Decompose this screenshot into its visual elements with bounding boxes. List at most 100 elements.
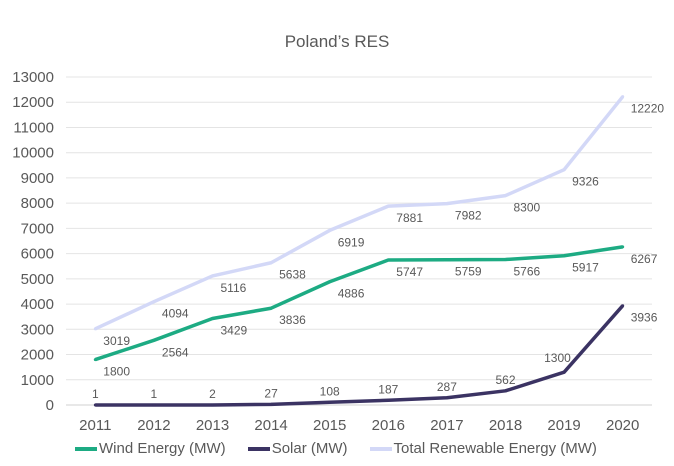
x-tick-label: 2011 [79, 417, 111, 434]
data-point [621, 95, 625, 99]
series-line-2 [94, 95, 625, 331]
data-label: 5747 [396, 265, 423, 279]
data-point [93, 327, 97, 331]
y-tick-label: 12000 [12, 94, 54, 111]
x-tick-label: 2012 [137, 417, 170, 434]
data-point [211, 403, 214, 407]
x-tick-label: 2020 [606, 417, 639, 434]
data-label: 3936 [631, 311, 658, 325]
data-label: 1 [151, 387, 158, 401]
y-tick-label: 6000 [21, 246, 54, 263]
data-label: 12220 [631, 102, 665, 116]
y-tick-label: 5000 [21, 271, 54, 288]
data-point [504, 194, 507, 198]
x-tick-label: 2019 [547, 417, 580, 434]
chart-title: Poland’s RES [284, 32, 390, 51]
data-point [93, 403, 97, 407]
data-point [621, 304, 625, 308]
y-tick-label: 8000 [21, 195, 54, 212]
series-line-1 [95, 304, 625, 407]
data-label: 187 [378, 382, 398, 396]
y-tick-label: 13000 [12, 69, 54, 86]
data-label: 3429 [221, 323, 248, 337]
data-label: 27 [264, 386, 278, 400]
y-tick-label: 10000 [12, 145, 54, 162]
data-label: 287 [437, 380, 457, 394]
data-point [386, 398, 390, 402]
data-point [621, 245, 625, 249]
data-point [504, 258, 507, 262]
data-point [211, 274, 214, 278]
data-point [386, 204, 390, 208]
data-point [93, 358, 97, 362]
y-tick-label: 3000 [21, 321, 54, 338]
x-tick-label: 2014 [254, 417, 287, 434]
data-point [152, 403, 156, 407]
data-label: 9326 [572, 175, 599, 189]
data-label: 2564 [162, 345, 189, 359]
data-point [269, 306, 273, 310]
y-tick-label: 0 [46, 397, 54, 414]
data-point [504, 389, 507, 393]
legend-item-wind: Wind Energy (MW) [75, 440, 226, 457]
legend-swatch-total [369, 446, 392, 451]
legend-item-total: Total Renewable Energy (MW) [369, 440, 597, 457]
data-label: 1800 [103, 365, 130, 379]
y-tick-label: 7000 [21, 220, 54, 237]
data-label: 8300 [514, 201, 541, 215]
series-line-0 [94, 245, 623, 362]
y-tick-label: 9000 [21, 170, 54, 187]
data-point [269, 402, 273, 406]
data-label: 4094 [162, 307, 189, 321]
y-tick-label: 1000 [21, 372, 54, 389]
x-tick-label: 2016 [372, 417, 405, 434]
data-label: 3019 [103, 334, 130, 348]
data-point [328, 280, 332, 284]
data-label: 562 [495, 373, 515, 387]
data-point [328, 400, 332, 404]
legend-label-total: Total Renewable Energy (MW) [393, 440, 597, 457]
data-label: 7881 [396, 211, 423, 225]
data-point [445, 258, 449, 262]
data-point [152, 300, 156, 304]
legend-swatch-wind [75, 446, 97, 451]
x-tick-label: 2015 [313, 417, 346, 434]
data-point [386, 258, 390, 262]
data-label: 108 [320, 384, 340, 398]
x-tick-label: 2017 [430, 417, 463, 434]
data-point [269, 261, 273, 265]
legend-label-wind: Wind Energy (MW) [99, 440, 226, 457]
data-label: 5759 [455, 265, 482, 279]
y-tick-label: 2000 [21, 347, 54, 364]
data-label: 6919 [338, 235, 365, 249]
data-point [152, 338, 156, 342]
data-point [445, 396, 449, 400]
legend: Wind Energy (MW) Solar (MW) Total Renewa… [75, 440, 597, 457]
y-tick-label: 11000 [13, 119, 54, 136]
x-tick-label: 2018 [489, 417, 522, 434]
data-point [445, 202, 449, 206]
data-label: 5917 [572, 261, 599, 275]
data-label: 5116 [221, 281, 247, 295]
data-label: 2 [209, 387, 216, 401]
data-label: 5766 [514, 265, 541, 279]
data-label: 4886 [338, 287, 365, 301]
data-point [562, 370, 566, 374]
data-point [328, 228, 332, 232]
legend-item-solar: Solar (MW) [247, 440, 348, 457]
legend-swatch-solar [247, 446, 270, 451]
data-point [562, 168, 566, 172]
y-tick-label: 4000 [21, 296, 54, 313]
data-point [211, 316, 214, 320]
x-tick-label: 2013 [196, 417, 229, 434]
data-label: 5638 [279, 268, 306, 282]
data-label: 7982 [455, 209, 482, 223]
data-label: 1 [92, 387, 99, 401]
data-point [562, 254, 566, 258]
data-label: 6267 [631, 252, 658, 266]
data-label: 3836 [279, 313, 306, 327]
legend-label-solar: Solar (MW) [271, 440, 348, 457]
data-label: 1300 [544, 351, 571, 365]
